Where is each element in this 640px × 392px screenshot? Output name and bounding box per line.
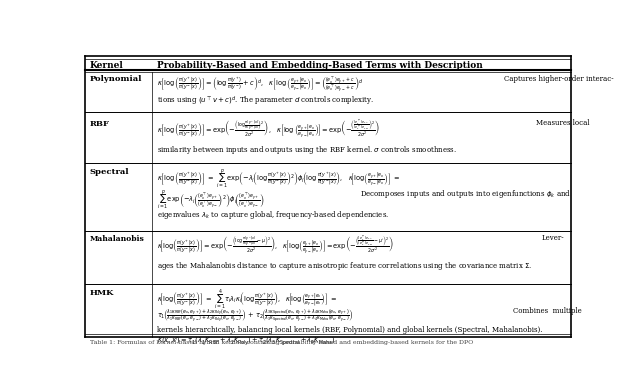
Text: Polynomial: Polynomial <box>90 75 143 83</box>
Text: Table 1: Formulas of kernel-based hybrid kernels containing probability-based an: Table 1: Formulas of kernel-based hybrid… <box>90 340 473 345</box>
Text: $\tau_1\!\left(\frac{\lambda_1\kappa_{\mathrm{RBF}}(e_x,e_{y+})+\lambda_2\kappa_: $\tau_1\!\left(\frac{\lambda_1\kappa_{\m… <box>157 307 353 325</box>
Text: $\kappa\left[\log\left(\frac{\pi(y^+|x)}{\pi(y^-|x)}\right)\right] = \exp\!\left: $\kappa\left[\log\left(\frac{\pi(y^+|x)}… <box>157 118 380 140</box>
Text: $\kappa\left[\log\left(\frac{\pi(y^+|x)}{\pi(y^-|x)}\right)\right] = \left(\log\: $\kappa\left[\log\left(\frac{\pi(y^+|x)}… <box>157 75 363 94</box>
Text: Captures higher-order interac-: Captures higher-order interac- <box>504 75 614 83</box>
Text: $\kappa\!\left[\log\!\left(\frac{\pi(y^+|x)}{\pi(y^-|x)}\right)\right] = \exp\!\: $\kappa\!\left[\log\!\left(\frac{\pi(y^+… <box>157 234 394 256</box>
Text: ages the Mahalanobis distance to capture anisotropic feature correlations using : ages the Mahalanobis distance to capture… <box>157 260 532 272</box>
Text: Combines  multiple: Combines multiple <box>513 307 581 315</box>
Text: Decomposes inputs and outputs into eigenfunctions $\phi_k$ and: Decomposes inputs and outputs into eigen… <box>360 188 572 200</box>
Text: $K(x,x') = \tau_1(\lambda_1 K_{\mathrm{RBF}}+\lambda_2 K_{\mathrm{Poly}})+\tau_2: $K(x,x') = \tau_1(\lambda_1 K_{\mathrm{R… <box>157 336 335 348</box>
Text: eigenvalues $\lambda_k$ to capture global, frequency-based dependencies.: eigenvalues $\lambda_k$ to capture globa… <box>157 209 389 221</box>
Text: $\kappa\!\left[\log\!\left(\frac{\pi(y^+|x)}{\pi(y^-|x)}\right)\right]$ $=$ $\su: $\kappa\!\left[\log\!\left(\frac{\pi(y^+… <box>157 288 337 311</box>
Text: Spectral: Spectral <box>90 168 129 176</box>
Text: Kernel: Kernel <box>90 61 124 70</box>
Text: RBF: RBF <box>90 120 110 128</box>
Text: kernels hierarchically, balancing local kernels (RBF, Polynomial) and global ker: kernels hierarchically, balancing local … <box>157 326 542 334</box>
Text: HMK: HMK <box>90 289 115 296</box>
Text: Mahalanobis: Mahalanobis <box>90 235 145 243</box>
Text: Lever-: Lever- <box>541 234 564 242</box>
Text: $\sum_{i=1}^p \exp\!\left(-\lambda_i\!\left(\frac{(e_x^\top)e_{y+}}{(e_x^\top)e_: $\sum_{i=1}^p \exp\!\left(-\lambda_i\!\l… <box>157 188 264 211</box>
Text: Measures local: Measures local <box>536 118 590 127</box>
Text: Probability-Based and Embedding-Based Terms with Description: Probability-Based and Embedding-Based Te… <box>157 61 483 70</box>
Text: tions using $(u^\top v + c)^d$. The parameter $d$ controls complexity.: tions using $(u^\top v + c)^d$. The para… <box>157 95 374 108</box>
Text: similarity between inputs and outputs using the RBF kernel. $\sigma$ controls sm: similarity between inputs and outputs us… <box>157 144 457 156</box>
Text: $\kappa\left[\log\left(\frac{\pi(y^+|x)}{\pi(y^-|x)}\right)\right]$ $=$ $\sum_{i: $\kappa\left[\log\left(\frac{\pi(y^+|x)}… <box>157 167 400 190</box>
